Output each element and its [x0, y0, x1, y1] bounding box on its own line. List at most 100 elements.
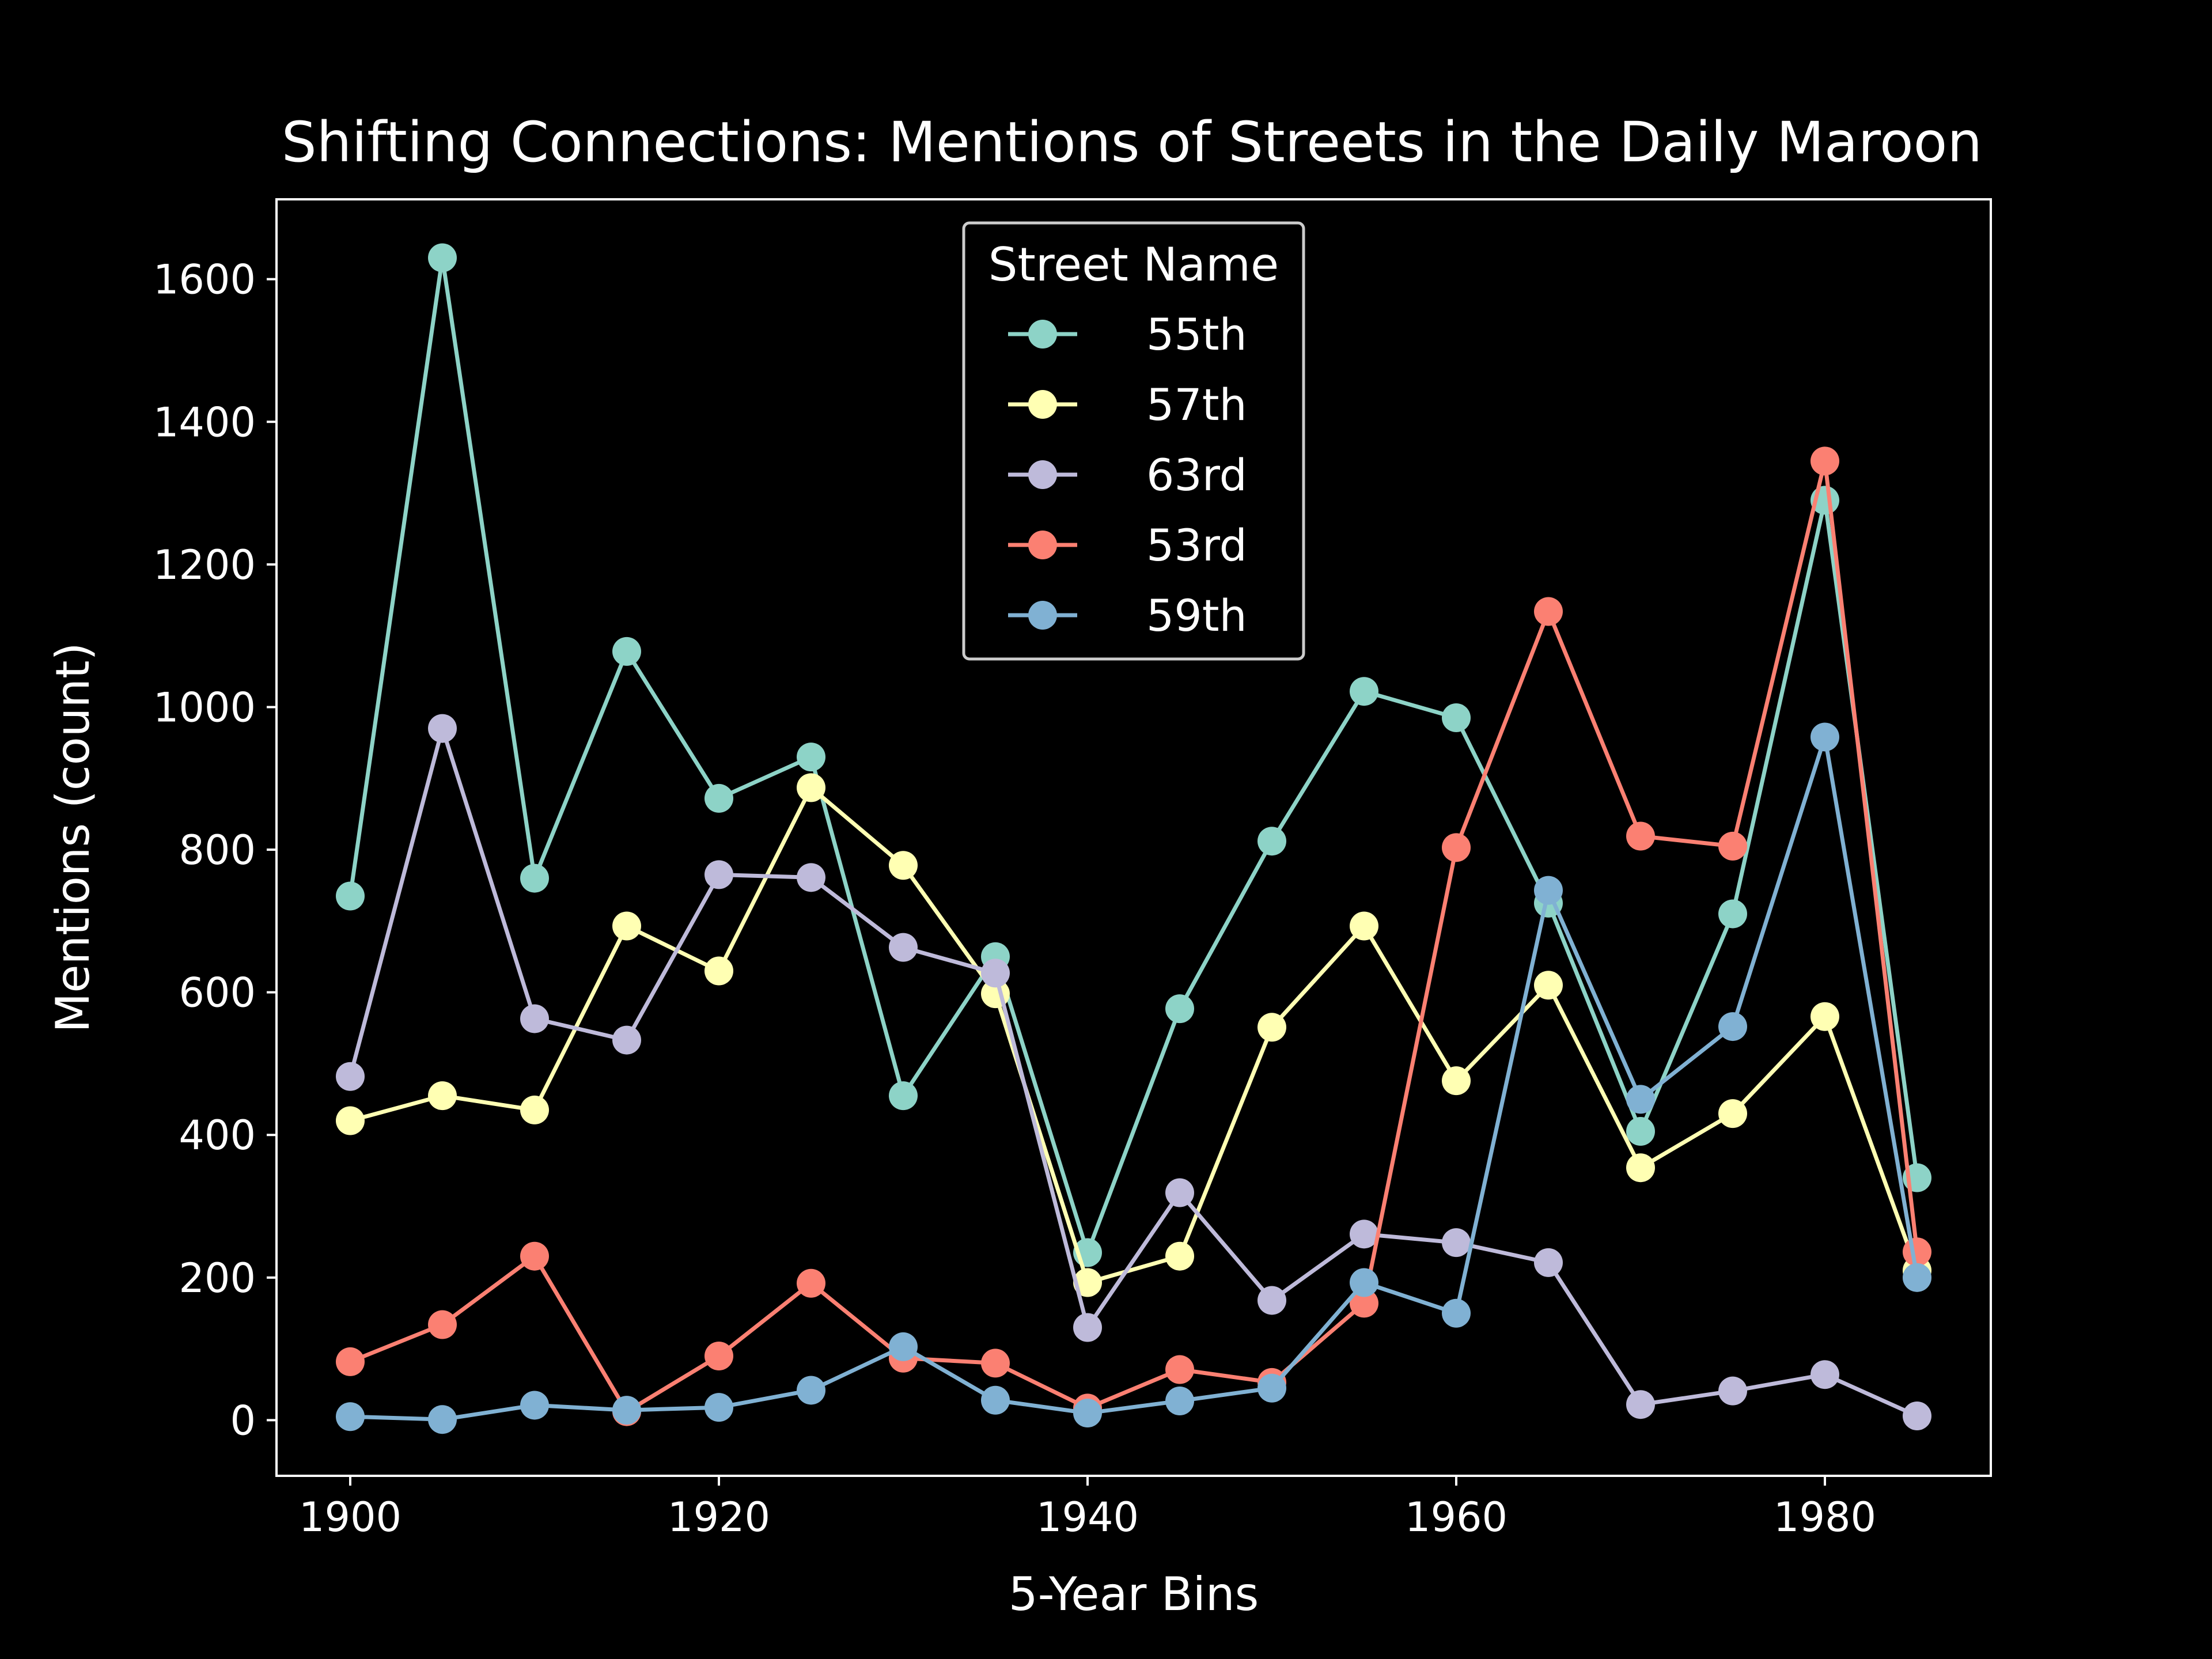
x-axis-title: 5-Year Bins — [1009, 1567, 1259, 1621]
x-tick-label: 1900 — [299, 1494, 402, 1541]
data-point — [520, 1004, 549, 1033]
data-point — [1718, 899, 1747, 929]
legend-item-55th: 55th — [1008, 309, 1247, 360]
x-tick-label: 1980 — [1774, 1494, 1876, 1541]
x-tick-label: 1920 — [668, 1494, 770, 1541]
data-point — [1350, 1219, 1378, 1249]
data-point — [428, 1405, 457, 1434]
data-point — [1626, 1153, 1655, 1183]
legend-marker — [1028, 601, 1057, 630]
chart-title: Shifting Connections: Mentions of Street… — [282, 110, 1983, 175]
data-point — [520, 1095, 549, 1124]
data-point — [1626, 1390, 1655, 1419]
legend-marker — [1028, 320, 1057, 349]
data-point — [1534, 597, 1563, 626]
data-point — [1257, 1373, 1286, 1403]
data-point — [1165, 994, 1194, 1024]
legend-marker — [1028, 390, 1057, 419]
legend-label: 57th — [1146, 379, 1247, 430]
series-57th — [336, 773, 1931, 1297]
data-point — [1442, 703, 1471, 733]
data-point — [1626, 1117, 1655, 1146]
data-point — [1165, 1241, 1194, 1271]
legend-item-53rd: 53rd — [1008, 520, 1247, 571]
y-tick-label: 200 — [179, 1255, 256, 1302]
data-point — [1718, 1376, 1747, 1406]
legend-label: 63rd — [1146, 449, 1247, 501]
data-point — [428, 1310, 457, 1339]
series-59th — [336, 722, 1931, 1434]
series-line — [350, 785, 1919, 1285]
data-point — [336, 1402, 365, 1431]
data-point — [889, 933, 918, 962]
data-point — [889, 1081, 918, 1111]
data-point — [1073, 1268, 1102, 1297]
data-point — [1903, 1263, 1931, 1292]
data-point — [428, 714, 457, 743]
data-point — [1810, 722, 1839, 752]
series-line — [348, 256, 1919, 1255]
legend-items: 55th 57th 63rd 53rd 59th — [1008, 309, 1247, 641]
y-axis-title: Mentions (count) — [46, 642, 100, 1032]
legend-label: 55th — [1146, 309, 1247, 360]
series-line — [349, 459, 1919, 1414]
data-point — [1350, 911, 1378, 941]
data-point — [612, 637, 641, 666]
legend-item-63rd: 63rd — [1008, 449, 1247, 501]
y-tick-label: 400 — [179, 1112, 256, 1159]
data-point — [889, 1332, 918, 1361]
series-layer — [336, 243, 1931, 1434]
data-point — [797, 773, 825, 802]
y-tick-label: 600 — [179, 969, 256, 1017]
data-point — [797, 1376, 825, 1405]
data-point — [1165, 1387, 1194, 1416]
legend-marker — [1028, 460, 1057, 489]
y-axis: 0 200 400 600 800 1000 1200 1400 1600 — [153, 256, 276, 1444]
series-55th — [336, 243, 1931, 1267]
data-point — [1718, 831, 1747, 861]
data-point — [981, 959, 1010, 988]
series-line — [348, 726, 1918, 1418]
data-point — [1442, 1066, 1471, 1096]
data-point — [1810, 1002, 1839, 1031]
data-point — [1442, 1228, 1471, 1257]
y-tick-label: 800 — [179, 827, 256, 874]
data-point — [1534, 1248, 1563, 1277]
data-point — [1718, 1099, 1747, 1128]
data-point — [1257, 827, 1286, 856]
data-point — [1350, 677, 1378, 706]
legend: Street Name 55th 57th 63rd 53rd 59th — [962, 221, 1305, 661]
data-point — [1718, 1012, 1747, 1041]
data-point — [797, 743, 825, 772]
data-point — [336, 1106, 365, 1135]
legend-item-59th: 59th — [1008, 590, 1247, 641]
y-tick-label: 1600 — [153, 256, 256, 304]
data-point — [1257, 1286, 1286, 1315]
data-point — [704, 1393, 733, 1422]
data-point — [1073, 1399, 1102, 1428]
series-63rd — [336, 714, 1931, 1431]
data-point — [889, 851, 918, 880]
data-point — [612, 1396, 641, 1425]
data-point — [612, 1025, 641, 1055]
legend-label: 53rd — [1146, 520, 1247, 571]
data-point — [1903, 1237, 1931, 1267]
data-point — [981, 1349, 1010, 1378]
data-point — [1442, 1298, 1471, 1328]
data-point — [1442, 833, 1471, 862]
data-point — [1534, 876, 1563, 905]
data-point — [520, 863, 549, 893]
legend-item-57th: 57th — [1008, 379, 1247, 430]
data-point — [981, 1385, 1010, 1415]
data-point — [1350, 1268, 1378, 1297]
y-tick-label: 0 — [230, 1397, 256, 1444]
data-point — [1903, 1402, 1931, 1431]
y-tick-label: 1200 — [153, 541, 256, 589]
x-tick-label: 1960 — [1405, 1494, 1508, 1541]
series-line — [350, 734, 1919, 1422]
x-axis: 1900 1920 1940 1960 1980 — [299, 1476, 1876, 1541]
data-point — [336, 1347, 365, 1376]
data-point — [797, 1268, 825, 1298]
data-point — [520, 1391, 549, 1420]
